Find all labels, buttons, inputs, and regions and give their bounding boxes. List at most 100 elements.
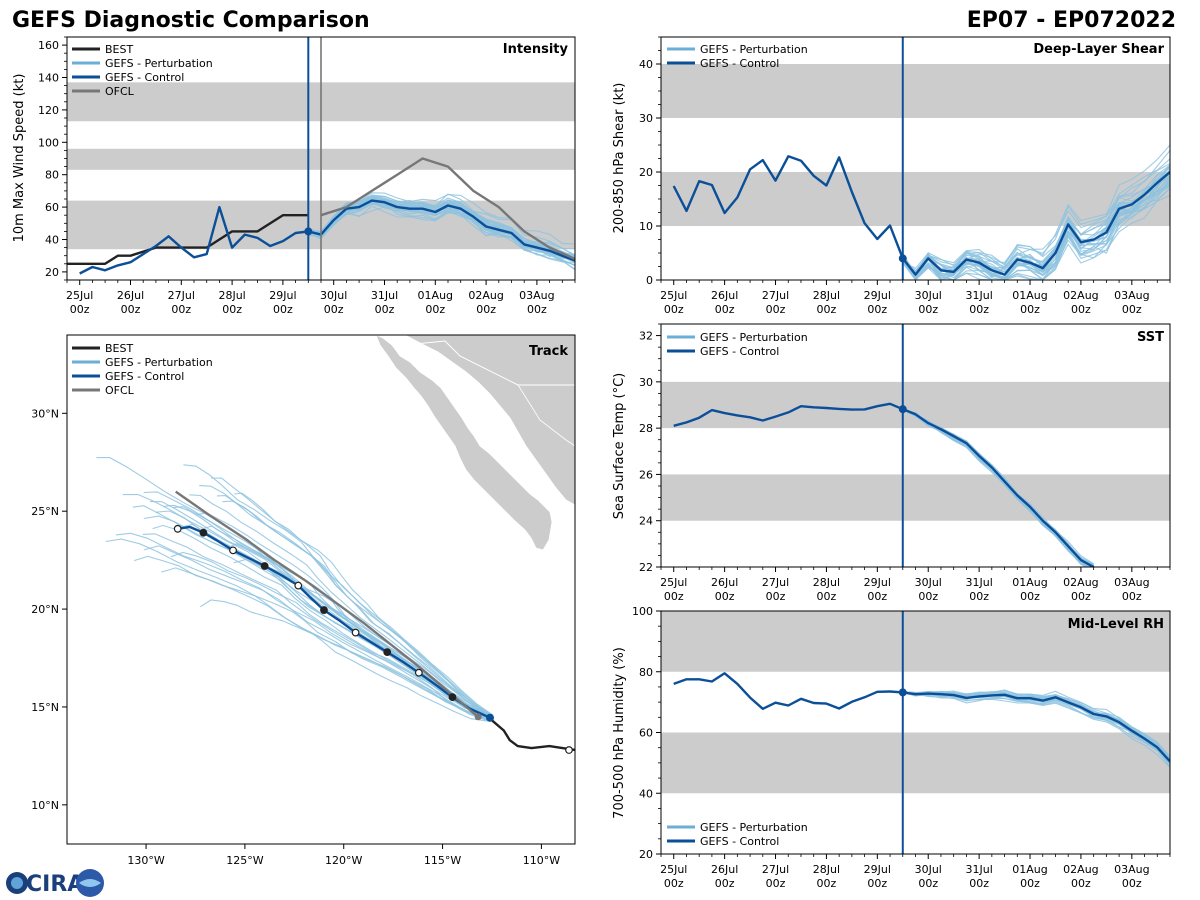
intensity-xtick-label: 00z xyxy=(121,303,141,316)
shear-perturbation-line xyxy=(902,163,1170,272)
intensity-ytick-label: 40 xyxy=(45,234,59,247)
shear-perturbation-line xyxy=(902,186,1170,280)
shear-xtick-label: 00z xyxy=(1020,303,1040,316)
state-boundary xyxy=(517,384,575,447)
sst-xtick-label: 30Jul xyxy=(915,576,942,589)
intensity-xtick-label: 00z xyxy=(70,303,90,316)
shear-band-1 xyxy=(661,64,1170,118)
track-ticks: 130°W 125°W 120°W 115°W 110°W 10°N 15°N 20°N 25°… xyxy=(31,407,560,867)
intensity-xtick-label: 29Jul xyxy=(269,289,296,302)
legend-control-label: GEFS - Control xyxy=(105,71,184,84)
track-title: Track xyxy=(529,344,568,359)
sst-xtick-label: 02Aug xyxy=(1063,576,1098,589)
cira-satellite-swoosh xyxy=(79,879,101,887)
intensity-ytick-label: 160 xyxy=(38,39,59,52)
shear-xtick-label: 29Jul xyxy=(864,289,891,302)
sst-ytick-label: 24 xyxy=(639,515,653,528)
shear-ylabel: 200-850 hPa Shear (kt) xyxy=(612,83,627,234)
rh-ytick-label: 60 xyxy=(639,727,653,740)
track-ytick-label: 10°N xyxy=(31,799,59,812)
intensity-ytick-label: 20 xyxy=(45,266,59,279)
track-perturbation-line xyxy=(143,545,488,721)
shear-perturbation-line xyxy=(902,167,1170,280)
sst-ytick-label: 32 xyxy=(639,330,653,343)
shear-xtick-label: 00z xyxy=(664,303,684,316)
rh-xtick-label: 00z xyxy=(766,877,786,890)
rh-ylabel: 700-500 hPa Humidity (%) xyxy=(612,647,627,819)
shear-xtick-label: 00z xyxy=(918,303,938,316)
shear-init-marker xyxy=(898,254,907,263)
rh-xtick-label: 00z xyxy=(664,877,684,890)
rh-panel: 2040608010025Jul00z26Jul00z27Jul00z28Jul… xyxy=(612,605,1171,890)
track-position-marker xyxy=(351,628,360,637)
shear-xtick-label: 00z xyxy=(969,303,989,316)
shear-legend: GEFS - Perturbation GEFS - Control xyxy=(667,43,808,70)
intensity-xtick-label: 03Aug xyxy=(519,289,554,302)
legend-control-label: GEFS - Control xyxy=(700,345,779,358)
intensity-xtick-label: 02Aug xyxy=(468,289,503,302)
track-position-marker xyxy=(448,693,457,702)
track-ytick-label: 15°N xyxy=(31,701,59,714)
shear-ytick-label: 0 xyxy=(646,274,653,287)
shear-title: Deep-Layer Shear xyxy=(1033,42,1164,57)
rh-xtick-label: 00z xyxy=(969,877,989,890)
rh-title: Mid-Level RH xyxy=(1068,617,1164,632)
sst-ytick-label: 26 xyxy=(639,468,653,481)
rh-xtick-label: 00z xyxy=(918,877,938,890)
shear-xtick-label: 00z xyxy=(867,303,887,316)
sst-xtick-label: 00z xyxy=(1071,590,1091,603)
shear-perturbation-line xyxy=(902,144,1170,275)
shear-xtick-label: 31Jul xyxy=(965,289,992,302)
mexico-mainland-land xyxy=(404,335,575,506)
rh-xtick-label: 28Jul xyxy=(813,863,840,876)
sst-perturbation-line xyxy=(902,408,1093,567)
sst-xtick-label: 00z xyxy=(867,590,887,603)
sst-xtick-label: 00z xyxy=(664,590,684,603)
track-position-marker xyxy=(173,524,182,533)
track-position-marker xyxy=(229,546,237,555)
track-ytick-label: 20°N xyxy=(31,603,59,616)
track-legend: BEST GEFS - Perturbation GEFS - Control … xyxy=(72,342,213,397)
sst-ytick-label: 30 xyxy=(639,376,653,389)
sst-band-1 xyxy=(661,381,1170,429)
sst-xtick-label: 00z xyxy=(918,590,938,603)
track-perturbation-line xyxy=(216,495,492,718)
cira-logo-text: CIRA xyxy=(26,872,84,897)
intensity-xtick-label: 00z xyxy=(476,303,496,316)
sst-control-line xyxy=(673,402,1095,567)
rh-plot: 2040608010025Jul00z26Jul00z27Jul00z28Jul… xyxy=(632,605,1171,890)
rh-frame xyxy=(660,610,1171,855)
intensity-xtick-label: 00z xyxy=(527,303,547,316)
sst-xtick-label: 00z xyxy=(1020,590,1040,603)
rh-ytick-label: 100 xyxy=(632,605,653,618)
rh-xtick-label: 01Aug xyxy=(1012,863,1047,876)
sst-xtick-label: 00z xyxy=(715,590,735,603)
intensity-ylabel: 10m Max Wind Speed (kt) xyxy=(12,74,27,243)
shear-xtick-label: 30Jul xyxy=(915,289,942,302)
track-perturbation-line xyxy=(234,492,493,716)
legend-perturbation-label: GEFS - Perturbation xyxy=(105,57,213,70)
track-position-marker xyxy=(294,581,303,590)
intensity-legend: BEST GEFS - Perturbation GEFS - Control … xyxy=(72,43,213,98)
track-xtick-label: 110°W xyxy=(523,854,560,867)
intensity-xtick-label: 27Jul xyxy=(168,289,195,302)
shear-xtick-label: 26Jul xyxy=(711,289,738,302)
rh-ytick-label: 80 xyxy=(639,666,653,679)
shear-ytick-label: 40 xyxy=(639,58,653,71)
sst-plot-area xyxy=(661,381,1170,567)
shear-frame xyxy=(660,36,1171,281)
track-position-marker xyxy=(320,606,328,614)
intensity-plot: 2040608010012014016025Jul00z26Jul00z27Ju… xyxy=(38,36,576,316)
rh-xtick-label: 00z xyxy=(1122,877,1142,890)
shear-xtick-label: 01Aug xyxy=(1012,289,1047,302)
shear-panel: 01020304025Jul00z26Jul00z27Jul00z28Jul00… xyxy=(612,36,1171,316)
sst-band-0 xyxy=(661,474,1170,521)
legend-best-label: BEST xyxy=(105,342,133,355)
shear-perturbation-line xyxy=(902,182,1170,280)
intensity-control-line xyxy=(79,199,575,275)
rh-xtick-label: 00z xyxy=(817,877,837,890)
shear-xtick-label: 02Aug xyxy=(1063,289,1098,302)
track-perturbation-line xyxy=(133,555,487,720)
rh-xtick-label: 00z xyxy=(1071,877,1091,890)
